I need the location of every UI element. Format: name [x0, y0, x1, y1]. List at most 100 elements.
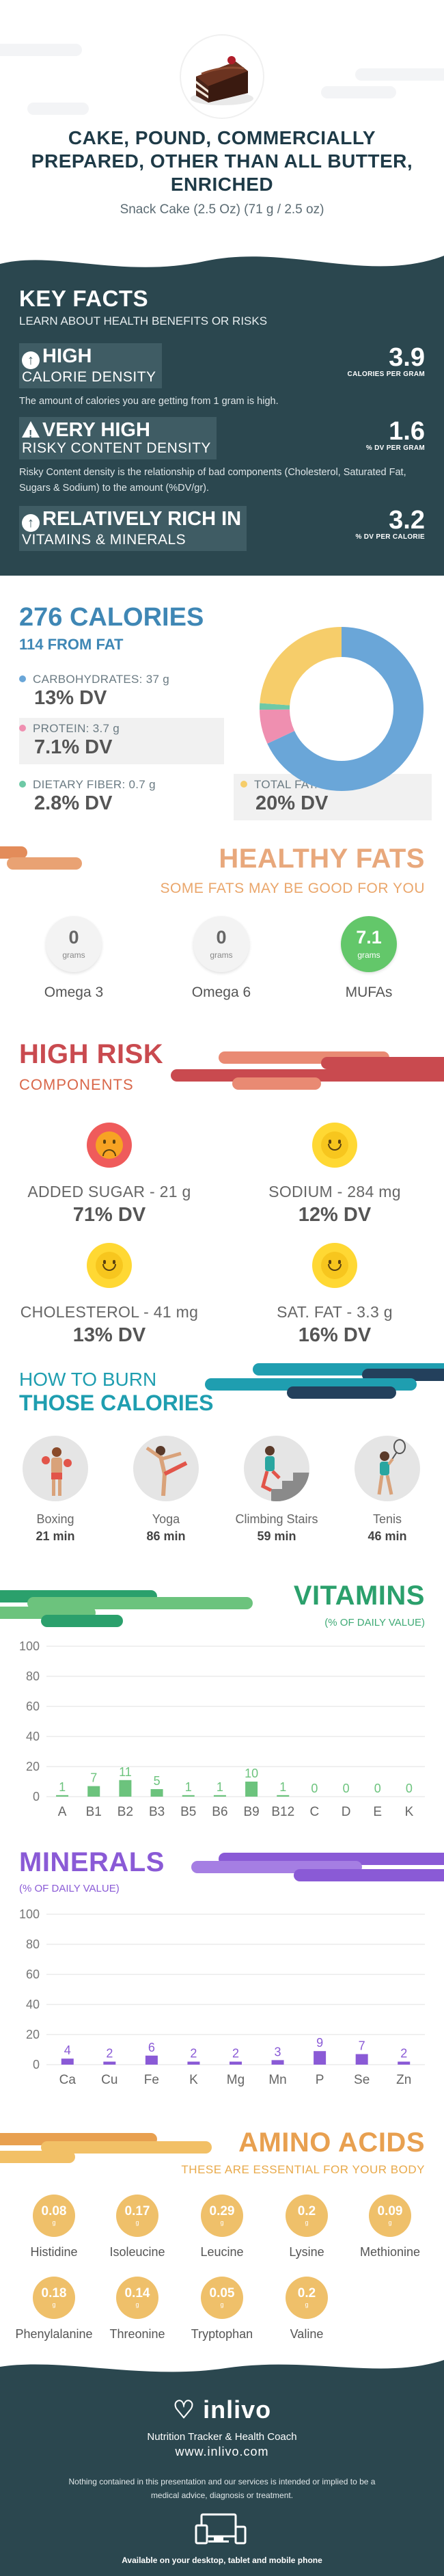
mufas-value: 7.1	[356, 927, 382, 948]
mufas-unit: grams	[357, 950, 380, 960]
decorative-bar	[41, 2141, 212, 2154]
x-tick-label: E	[373, 1805, 382, 1819]
fiber-item: DIETARY FIBER: 0.7 g 2.8% DV	[19, 774, 224, 820]
omega-6-circle: 0 grams	[193, 916, 249, 972]
methionine-name: Methionine	[359, 2245, 421, 2259]
valine-name: Valine	[290, 2327, 324, 2341]
climbing-stairs-item: Climbing Stairs 59 min	[225, 1436, 328, 1544]
x-tick-label: A	[58, 1805, 67, 1819]
minerals-title: MINERALS	[19, 1847, 165, 1877]
calorie-density-description: The amount of calories you are getting f…	[19, 396, 279, 407]
decorative-bar	[27, 1597, 253, 1609]
x-tick-label: K	[405, 1805, 414, 1819]
bar-value-label: 10	[245, 1767, 258, 1780]
cloud-decoration	[321, 86, 396, 98]
vitamins-minerals-label: VITAMINS & MINERALS	[22, 532, 186, 548]
bar-B9	[245, 1782, 258, 1797]
bar-Mg	[230, 2061, 242, 2065]
key-facts-section: KEY FACTS LEARN ABOUT HEALTH BENEFITS OR…	[0, 243, 444, 576]
carbohydrates-dv: 13% DV	[34, 687, 107, 709]
x-tick-label: B12	[271, 1805, 294, 1819]
calories-title: 276 CALORIES	[19, 603, 204, 632]
calorie-density-unit: CALORIES PER GRAM	[347, 371, 425, 378]
decorative-bar	[0, 846, 27, 859]
healthy-fats-title: HEALTHY FATS	[219, 844, 425, 874]
yoga-item: Yoga 86 min	[115, 1436, 217, 1544]
omega-6-name: Omega 6	[191, 984, 251, 1000]
bar-value-label: 7	[359, 2039, 365, 2053]
threonine-value: 0.14	[124, 2286, 150, 2300]
leucine-blob: 0.29 g	[201, 2195, 243, 2237]
methionine-unit: g	[388, 2219, 392, 2226]
bar-Mn	[271, 2060, 284, 2065]
amino-acids-section: AMINO ACIDS THESE ARE ESSENTIAL FOR YOUR…	[0, 2121, 444, 2353]
bar-value-label: 1	[279, 1780, 286, 1794]
bar-value-label: 3	[275, 2045, 281, 2058]
stairs-icon	[244, 1436, 309, 1501]
boxing-name: Boxing	[36, 1512, 74, 1526]
bar-value-label: 11	[119, 1765, 132, 1779]
website-link[interactable]: www.inlivo.com	[175, 2445, 269, 2458]
valine-blob: 0.2 g	[286, 2277, 328, 2319]
bar-Zn	[398, 2061, 411, 2065]
valine-item: 0.2 g Valine	[264, 2277, 350, 2342]
brand-name: inlivo	[203, 2396, 272, 2424]
key-facts-title: KEY FACTS	[19, 286, 149, 311]
calorie-density-row: ↑ HIGH CALORIE DENSITY 3.9 CALORIES PER G…	[19, 343, 425, 410]
brand-logo[interactable]: ♡ inlivo	[0, 2396, 444, 2424]
carbohydrates-dot	[19, 675, 26, 682]
x-tick-label: B5	[180, 1805, 196, 1819]
methionine-value: 0.09	[377, 2204, 403, 2218]
minerals-bar-chart: 0 20 40 60 80 100 4 Ca 2 Cu 6 Fe 2 K 2 Mg 3 Mn 9 P 7 Se 2 Zn	[19, 1907, 425, 2087]
y-tick-label: 0	[33, 1790, 40, 1803]
omega-3-item: 0 grams Omega 3	[26, 916, 122, 1001]
calories-from-fat: 114 FROM FAT	[19, 636, 124, 653]
donut-slice-fat	[260, 627, 424, 791]
calories-section: 276 CALORIES 114 FROM FAT CARBOHYDRATES:…	[0, 576, 444, 835]
amino-acids-subtitle: THESE ARE ESSENTIAL FOR YOUR BODY	[181, 2163, 425, 2176]
x-tick-label: Mg	[227, 2073, 245, 2087]
bar-value-label: 2	[400, 2047, 407, 2061]
cloud-decoration	[0, 44, 82, 56]
cholesterol-item: CHOLESTEROL - 41 mg 13% DV	[7, 1243, 212, 1347]
header: CAKE, POUND, COMMERCIALLY PREPARED, OTHE…	[0, 0, 444, 243]
fiber-dot	[19, 781, 26, 788]
wave-decoration	[0, 243, 444, 267]
mufas-circle: 7.1 grams	[341, 916, 397, 972]
yoga-icon	[133, 1436, 199, 1501]
tennis-time: 46 min	[367, 1529, 407, 1543]
isoleucine-item: 0.17 g Isoleucine	[94, 2195, 180, 2259]
key-facts-subtitle: LEARN ABOUT HEALTH BENEFITS OR RISKS	[19, 314, 268, 327]
decorative-bar	[287, 1386, 396, 1399]
methionine-blob: 0.09 g	[369, 2195, 411, 2237]
methionine-item: 0.09 g Methionine	[347, 2195, 433, 2259]
x-tick-label: B6	[212, 1805, 227, 1819]
sodium-dv: 12% DV	[298, 1204, 372, 1226]
x-tick-label: Cu	[101, 2073, 117, 2087]
x-tick-label: C	[310, 1805, 320, 1819]
fiber-dv: 2.8% DV	[34, 792, 113, 814]
histidine-name: Histidine	[30, 2245, 78, 2259]
burn-calories-section: HOW TO BURN THOSE CALORIES Boxing 21 min…	[0, 1362, 444, 1581]
risky-content-unit: % DV PER GRAM	[365, 444, 425, 452]
happy-face-icon	[312, 1243, 357, 1288]
cholesterol-label: CHOLESTEROL - 41 mg	[20, 1303, 199, 1321]
sodium-label: SODIUM - 284 mg	[268, 1183, 401, 1200]
yoga-time: 86 min	[146, 1529, 186, 1543]
threonine-name: Threonine	[109, 2327, 165, 2341]
histidine-blob: 0.08 g	[33, 2195, 75, 2237]
cloud-decoration	[27, 103, 89, 115]
vitamins-subtitle: (% OF DAILY VALUE)	[324, 1617, 425, 1628]
boxing-time: 21 min	[36, 1529, 75, 1543]
valine-value: 0.2	[297, 2286, 316, 2300]
vitamins-minerals-row: ↑ RELATIVELY RICH IN VITAMINS & MINERALS …	[19, 506, 425, 551]
cloud-decoration	[355, 68, 444, 81]
high-risk-subtitle: COMPONENTS	[19, 1076, 134, 1093]
bar-value-label: 2	[106, 2047, 113, 2061]
tennis-name: Tenis	[372, 1512, 402, 1526]
x-tick-label: K	[189, 2073, 198, 2087]
y-tick-label: 100	[19, 1907, 40, 1921]
availability-text: Available on your desktop, tablet and mo…	[122, 2555, 322, 2565]
bar-A	[56, 1795, 69, 1797]
y-tick-label: 20	[26, 2028, 40, 2041]
